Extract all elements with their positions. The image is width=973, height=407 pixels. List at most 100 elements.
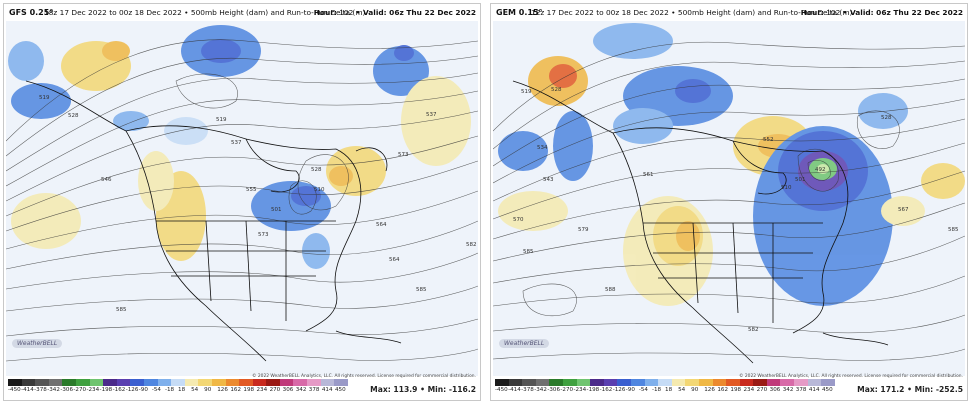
svg-text:582: 582 — [748, 327, 759, 333]
max-min-readout: Max: 171.2 • Min: -252.5 — [857, 385, 963, 394]
gem-footer: © 2022 WeatherBELL Analytics, LLC. All r… — [491, 374, 967, 400]
colorbar-swatch — [21, 379, 36, 386]
svg-text:492: 492 — [815, 167, 826, 173]
colorbar-swatch — [821, 379, 835, 386]
svg-text:528: 528 — [551, 87, 562, 93]
run-subtitle: 18z 17 Dec 2022 to 00z 18 Dec 2022 • 500… — [44, 8, 366, 17]
colorbar-swatch — [320, 379, 335, 386]
colorbar-tick-label: -198 — [586, 387, 600, 393]
colorbar-swatch — [535, 379, 550, 386]
colorbar-tick-label: -198 — [99, 387, 113, 393]
hour-valid: Hour: 102 • Valid: 06z Thu 22 Dec 2022 — [314, 4, 476, 21]
model-name: GFS 0.25° — [9, 8, 54, 17]
svg-text:582: 582 — [466, 242, 477, 248]
gfs-coastlines — [25, 80, 402, 362]
colorbar-swatch — [307, 379, 321, 386]
colorbar-tick-label: 450 — [821, 387, 833, 393]
colorbar-swatch — [630, 379, 645, 386]
colorbar-tick-label: 306 — [769, 387, 781, 393]
gem-coastlines — [512, 80, 889, 364]
colorbar-swatch — [726, 379, 740, 386]
svg-text:528: 528 — [881, 115, 892, 121]
gfs-contour-labels: 519 528 546 537 555 573 564 564 582 585 … — [39, 95, 477, 313]
colorbar-tick-label: 18 — [178, 387, 186, 393]
colorbar-tick-label: 162 — [230, 387, 242, 393]
svg-text:510: 510 — [781, 185, 792, 191]
svg-text:573: 573 — [258, 232, 269, 238]
colorbar-swatch — [89, 379, 104, 386]
colorbar-swatch — [225, 379, 240, 386]
colorbar-tick-label: -18 — [651, 387, 662, 393]
colorbar-swatch — [739, 379, 754, 386]
svg-text:552: 552 — [763, 137, 774, 143]
colorbar-tick-label: 378 — [308, 387, 320, 393]
svg-text:561: 561 — [643, 172, 654, 178]
colorbar-swatch — [603, 379, 618, 386]
weatherbell-logo: WeatherBELL — [12, 339, 63, 348]
colorbar-swatch — [157, 379, 172, 386]
colorbar-tick-label: -378 — [521, 387, 534, 393]
colorbar-swatch — [130, 379, 144, 386]
gfs-anomaly-fill — [8, 25, 471, 269]
copyright-text: © 2022 WeatherBELL Analytics, LLC. All r… — [739, 374, 963, 379]
gem-map: 519 528 534 543 552 561 570 579 585 588 … — [493, 21, 965, 376]
colorbar-tick-label: 198 — [730, 387, 742, 393]
svg-text:546: 546 — [101, 177, 112, 183]
gfs-panel: GFS 0.25° 18z 17 Dec 2022 to 00z 18 Dec … — [3, 3, 481, 401]
colorbar-tick-label: -234 — [573, 387, 587, 393]
colorbar-swatch — [807, 379, 822, 386]
gfs-map: 519 528 546 537 555 573 564 564 582 585 … — [6, 21, 478, 376]
colorbar-tick-label: 90 — [204, 387, 212, 393]
colorbar-tick-label: -270 — [560, 387, 574, 393]
colorbar-swatch — [103, 379, 117, 386]
gem-panel: GEM 0.15° 12z 17 Dec 2022 to 00z 18 Dec … — [490, 3, 968, 401]
colorbar-swatch — [35, 379, 49, 386]
colorbar-swatch — [522, 379, 536, 386]
colorbar-swatch — [576, 379, 591, 386]
svg-text:519: 519 — [521, 89, 532, 95]
colorbar-tick-label: -342 — [534, 387, 547, 393]
svg-text:570: 570 — [513, 217, 524, 223]
colorbar-swatch — [794, 379, 808, 386]
svg-text:537: 537 — [426, 112, 437, 118]
svg-text:519: 519 — [39, 95, 50, 101]
svg-text:588: 588 — [605, 287, 616, 293]
colorbar-tick-label: 198 — [243, 387, 255, 393]
gem-anomaly-fill — [498, 23, 965, 306]
colorbar-swatch — [617, 379, 631, 386]
gem-map-svg: 519 528 534 543 552 561 570 579 585 588 … — [493, 21, 965, 376]
colorbar-tick-label: -414 — [508, 387, 521, 393]
colorbar-swatch — [75, 379, 90, 386]
colorbar-tick-label: -90 — [625, 387, 635, 393]
colorbar-tick-label: 342 — [782, 387, 794, 393]
colorbar-ticks: -450 -414 -378 -342 -306 -270 -234 -198 -162 -126… — [8, 387, 348, 393]
svg-text:510: 510 — [314, 187, 325, 193]
run-subtitle: 12z 17 Dec 2022 to 00z 18 Dec 2022 • 500… — [531, 8, 853, 17]
svg-text:519: 519 — [216, 117, 227, 123]
svg-text:573: 573 — [398, 152, 409, 158]
colorbar-swatch — [48, 379, 63, 386]
colorbar-swatch — [753, 379, 767, 386]
colorbar-swatch — [658, 379, 672, 386]
colorbar-tick-label: -270 — [73, 387, 87, 393]
svg-text:534: 534 — [537, 145, 548, 151]
colorbar-tick-label: 306 — [282, 387, 294, 393]
colorbar-swatch — [116, 379, 131, 386]
hour-label: Hour: — [313, 8, 337, 17]
colorbar-swatch — [198, 379, 212, 386]
model-name: GEM 0.15° — [496, 8, 543, 17]
colorbar-tick-label: -126 — [612, 387, 626, 393]
gem-contour-labels: 519 528 534 543 552 561 570 579 585 588 … — [513, 87, 959, 333]
svg-text:555: 555 — [246, 187, 257, 193]
valid-text: • Valid: 06z Thu 22 Dec 2022 — [842, 8, 963, 17]
colorbar-tick-label: 378 — [795, 387, 807, 393]
colorbar-tick-label: 54 — [191, 387, 199, 393]
colorbar-tick-label: 234 — [256, 387, 268, 393]
colorbar-swatch — [62, 379, 76, 386]
colorbar — [495, 379, 835, 386]
colorbar-swatch — [239, 379, 253, 386]
colorbar-swatch — [8, 379, 22, 386]
svg-text:579: 579 — [578, 227, 589, 233]
gfs-header: GFS 0.25° 18z 17 Dec 2022 to 00z 18 Dec … — [4, 4, 480, 21]
colorbar-swatch — [184, 379, 199, 386]
